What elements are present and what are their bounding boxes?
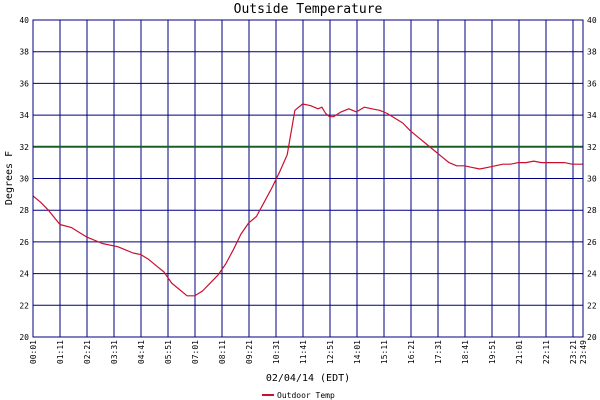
y-tick-label-right: 36 [587,79,597,88]
x-tick-label: 14:01 [353,340,362,364]
legend-label: Outdoor Temp [277,391,335,400]
y-tick-label-right: 28 [587,206,597,215]
y-tick-label-left: 20 [19,333,29,342]
x-tick-label: 22:11 [542,340,551,364]
x-tick-label: 16:21 [407,340,416,364]
y-tick-label-left: 32 [19,143,29,152]
y-tick-labels-left: 20 22 24 26 28 30 32 34 36 38 40 [19,16,29,342]
y-tick-label-left: 22 [19,301,29,310]
x-tick-label: 05:51 [164,340,173,364]
x-tick-label: 21:01 [515,340,524,364]
y-tick-label-right: 40 [587,16,597,25]
x-tick-label: 00:01 [29,340,38,364]
x-tick-label: 07:01 [191,340,200,364]
x-tick-label: 08:11 [218,340,227,364]
y-tick-label-left: 26 [19,238,29,247]
x-tick-label: 19:51 [488,340,497,364]
x-tick-labels: 00:01 01:11 02:21 03:31 04:41 05:51 07:01 08:11… [29,340,588,364]
y-tick-label-right: 20 [587,333,597,342]
y-tick-label-left: 28 [19,206,29,215]
y-tick-label-left: 38 [19,48,29,57]
y-tick-label-right: 34 [587,111,597,120]
x-tick-label: 12:51 [326,340,335,364]
x-tick-label: 10:31 [272,340,281,364]
chart-title: Outside Temperature [234,2,383,17]
x-tick-label: 18:41 [461,340,470,364]
y-tick-labels-right: 20 22 24 26 28 30 32 34 36 38 40 [587,16,597,342]
y-tick-label-right: 26 [587,238,597,247]
y-tick-label-left: 36 [19,79,29,88]
series-line-outdoor-temp [32,103,583,297]
y-tick-label-left: 40 [19,16,29,25]
y-tick-label-right: 38 [587,48,597,57]
y-tick-label-right: 32 [587,143,597,152]
x-tick-label: 11:41 [299,340,308,364]
y-tick-label-left: 30 [19,175,29,184]
plot-frame [32,19,584,338]
x-tick-label: 03:31 [110,340,119,364]
legend: Outdoor Temp [262,391,335,400]
y-tick-label-right: 22 [587,301,597,310]
y-tick-label-left: 24 [19,270,29,279]
x-axis-label: 02/04/14 (EDT) [266,373,350,384]
series-group [32,103,583,297]
x-tick-label: 04:41 [137,340,146,364]
x-tick-label: 17:31 [434,340,443,364]
x-tick-label: 01:11 [56,340,65,364]
y-tick-label-left: 34 [19,111,29,120]
y-tick-label-right: 24 [587,270,597,279]
x-tick-label: 02:21 [83,340,92,364]
x-tick-label: 09:21 [245,340,254,364]
x-tick-label: 15:11 [380,340,389,364]
x-tick-label: 23:21 [569,340,578,364]
y-axis-label: Degrees F [4,151,15,205]
y-tick-label-right: 30 [587,175,597,184]
x-tick-label: 23:49 [579,340,588,364]
